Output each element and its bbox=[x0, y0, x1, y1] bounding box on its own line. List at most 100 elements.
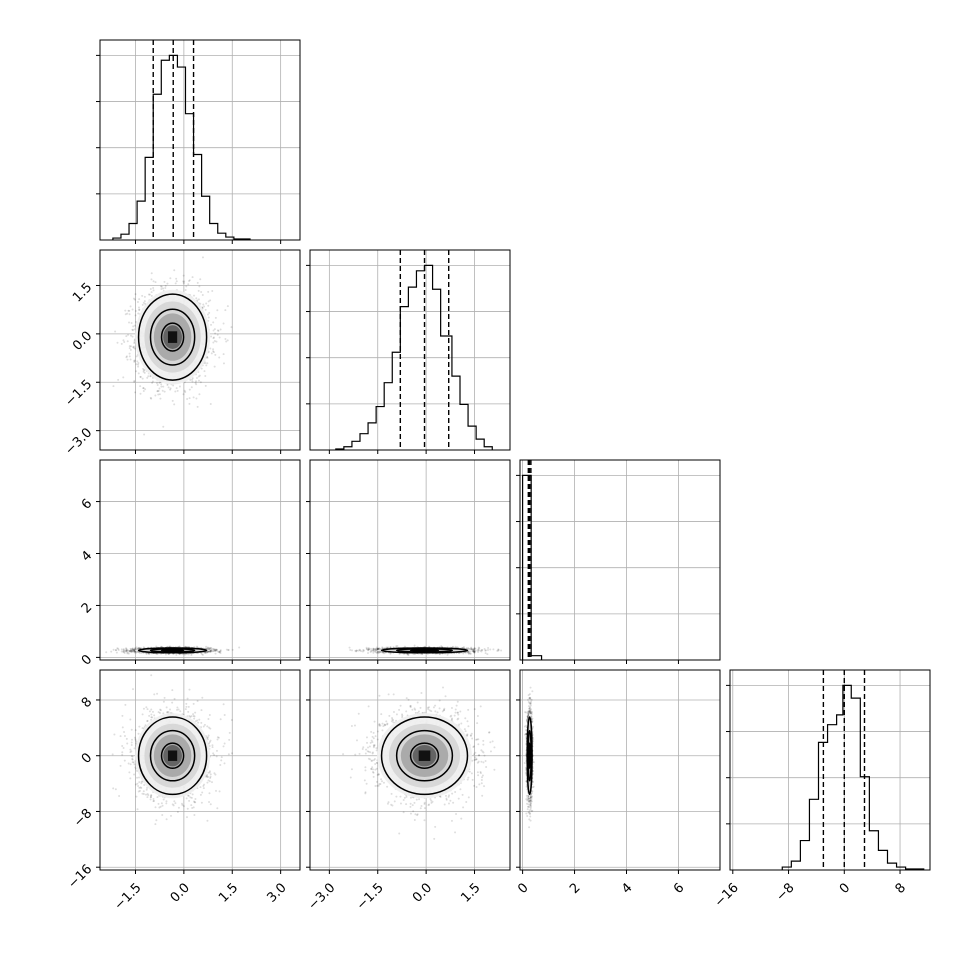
scatter-point bbox=[149, 375, 152, 378]
scatter-point bbox=[142, 646, 145, 649]
scatter-point bbox=[209, 650, 212, 653]
scatter-point bbox=[206, 651, 209, 654]
scatter-point bbox=[182, 280, 185, 283]
scatter-point bbox=[175, 653, 178, 656]
scatter-point bbox=[214, 649, 217, 652]
scatter-point bbox=[131, 647, 134, 650]
scatter-point bbox=[128, 347, 131, 350]
scatter-point bbox=[128, 313, 131, 316]
axes-frame bbox=[99, 459, 301, 661]
scatter-point bbox=[206, 646, 209, 649]
scatter-point bbox=[134, 347, 137, 350]
scatter-point bbox=[200, 653, 203, 656]
scatter-point bbox=[377, 647, 380, 650]
scatter-point bbox=[127, 333, 130, 336]
scatter-point bbox=[169, 277, 172, 280]
scatter-point bbox=[134, 391, 137, 394]
scatter-point bbox=[178, 385, 181, 388]
scatter-point bbox=[133, 650, 136, 653]
scatter-point bbox=[137, 647, 140, 650]
scatter-point bbox=[128, 649, 131, 652]
scatter-point bbox=[138, 308, 141, 311]
scatter-point bbox=[213, 365, 216, 368]
scatter-point bbox=[470, 647, 473, 650]
scatter-point bbox=[154, 394, 157, 397]
scatter-point bbox=[226, 339, 229, 342]
scatter-point bbox=[207, 646, 210, 649]
scatter-point bbox=[187, 653, 190, 656]
scatter-point bbox=[130, 651, 133, 654]
scatter-point bbox=[190, 386, 193, 389]
scatter-point bbox=[206, 313, 209, 316]
scatter-point bbox=[137, 361, 140, 364]
contour-0 bbox=[160, 648, 185, 652]
scatter-point bbox=[143, 433, 146, 436]
scatter-point bbox=[192, 396, 195, 399]
scatter-point bbox=[214, 649, 217, 652]
scatter-point bbox=[133, 341, 136, 344]
scatter-point bbox=[123, 341, 126, 344]
scatter-point bbox=[115, 651, 118, 654]
scatter-point bbox=[136, 360, 139, 363]
scatter-point bbox=[150, 278, 153, 281]
histogram-0 bbox=[112, 54, 251, 240]
scatter-point bbox=[175, 387, 178, 390]
scatter-point bbox=[197, 298, 200, 301]
scatter-point bbox=[473, 648, 476, 651]
scatter-point bbox=[110, 650, 113, 653]
scatter-point bbox=[142, 367, 145, 370]
scatter-point bbox=[207, 316, 210, 319]
scatter-point bbox=[212, 648, 215, 651]
scatter-point bbox=[160, 385, 163, 388]
scatter-point bbox=[204, 308, 207, 311]
scatter-point bbox=[122, 650, 125, 653]
scatter-point bbox=[129, 305, 132, 308]
scatter-point bbox=[472, 648, 475, 651]
scatter-point bbox=[128, 321, 131, 324]
scatter-point bbox=[197, 375, 200, 378]
scatter-point bbox=[112, 648, 115, 651]
scatter-point bbox=[143, 295, 146, 298]
scatter-point bbox=[162, 385, 165, 388]
scatter-point bbox=[139, 385, 142, 388]
scatter-point bbox=[130, 650, 133, 653]
scatter-point bbox=[214, 332, 217, 335]
scatter-point bbox=[215, 649, 218, 652]
scatter-point bbox=[210, 649, 213, 652]
scatter-point bbox=[206, 647, 209, 650]
scatter-point bbox=[131, 648, 134, 651]
scatter-point bbox=[166, 282, 169, 285]
scatter-point bbox=[131, 650, 134, 653]
scatter-point bbox=[139, 375, 142, 378]
scatter-point bbox=[204, 384, 207, 387]
panel-0-0 bbox=[96, 39, 301, 244]
scatter-point bbox=[125, 650, 128, 653]
scatter-point bbox=[189, 378, 192, 381]
scatter-point bbox=[155, 653, 158, 656]
scatter-point bbox=[222, 362, 225, 365]
scatter-point bbox=[163, 280, 166, 283]
scatter-point bbox=[210, 650, 213, 653]
panel-1-0: −3.0−1.50.01.5 bbox=[62, 249, 301, 458]
scatter-point bbox=[131, 649, 134, 652]
contour-1 bbox=[149, 308, 196, 366]
scatter-point bbox=[126, 312, 129, 315]
contour-1 bbox=[149, 648, 196, 653]
scatter-point bbox=[133, 359, 136, 362]
scatter-point bbox=[210, 335, 213, 338]
scatter-point bbox=[163, 390, 166, 393]
scatter-point bbox=[201, 294, 204, 297]
scatter-point bbox=[175, 277, 178, 280]
panel-2-1 bbox=[306, 459, 511, 664]
scatter-point bbox=[195, 397, 198, 400]
scatter-point bbox=[151, 381, 154, 384]
scatter-point bbox=[105, 651, 108, 654]
scatter-point bbox=[184, 653, 187, 656]
scatter-point bbox=[355, 649, 358, 652]
scatter-point bbox=[188, 279, 191, 282]
scatter-point bbox=[129, 348, 132, 351]
contour-2 bbox=[137, 293, 208, 381]
scatter-point bbox=[158, 393, 161, 396]
scatter-point bbox=[151, 380, 154, 383]
scatter-point bbox=[141, 303, 144, 306]
